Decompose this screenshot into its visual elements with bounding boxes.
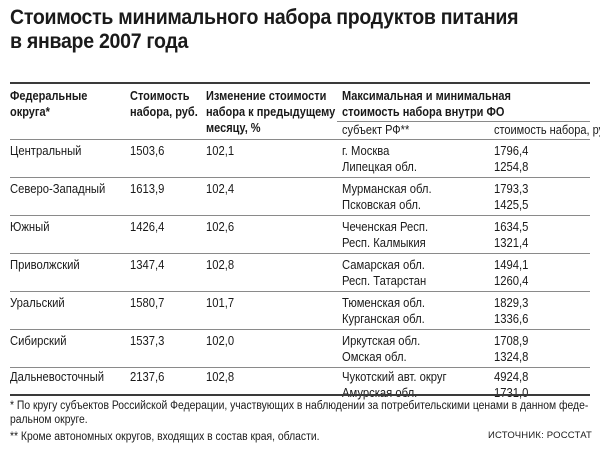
- header-subject-cost: стоимость набора, руб.: [494, 123, 600, 137]
- change-cell: 102,8: [206, 370, 235, 384]
- row-rule: [10, 253, 590, 254]
- district-cell: Центральный: [10, 144, 82, 158]
- district-cell: Дальневосточный: [10, 370, 104, 384]
- max-subject-cell: Чукотский авт. округ: [342, 370, 447, 384]
- table-row: Центральный 1503,6 102,1 г. Москва 1796,…: [10, 141, 590, 177]
- table-title: Стоимость минимального набора продуктов …: [10, 6, 549, 54]
- min-subject-cell: Амурская обл.: [342, 386, 418, 400]
- min-value-cell: 1260,4: [494, 274, 529, 288]
- header-range-line-2: стоимость набора внутри ФО: [342, 105, 505, 119]
- max-value-cell: 4924,8: [494, 370, 529, 384]
- table-row: Приволжский 1347,4 102,8 Самарская обл. …: [10, 255, 590, 291]
- table-row: Уральский 1580,7 101,7 Тюменская обл. 18…: [10, 293, 590, 329]
- row-rule: [10, 291, 590, 292]
- district-cell: Уральский: [10, 296, 65, 310]
- district-cell: Приволжский: [10, 258, 80, 272]
- min-subject-cell: Курганская обл.: [342, 312, 425, 326]
- min-value-cell: 1254,8: [494, 160, 529, 174]
- source-credit: ИСТОЧНИК: РОССТАТ: [488, 430, 592, 441]
- change-cell: 101,7: [206, 296, 235, 310]
- min-subject-cell: Респ. Калмыкия: [342, 236, 426, 250]
- max-value-cell: 1708,9: [494, 334, 529, 348]
- header-cost: Стоимость набора, руб.: [130, 88, 198, 120]
- header-subject: субъект РФ**: [342, 123, 410, 137]
- min-subject-cell: Респ. Татарстан: [342, 274, 427, 288]
- header-top-rule: [10, 82, 590, 84]
- row-rule: [10, 329, 590, 330]
- change-cell: 102,1: [206, 144, 235, 158]
- min-value-cell: 1425,5: [494, 198, 529, 212]
- change-cell: 102,6: [206, 220, 235, 234]
- table-row: Северо-Западный 1613,9 102,4 Мурманская …: [10, 179, 590, 215]
- change-cell: 102,0: [206, 334, 235, 348]
- cost-cell: 1613,9: [130, 182, 165, 196]
- min-value-cell: 1336,6: [494, 312, 529, 326]
- footnote-2: ** Кроме автономных округов, входящих в …: [10, 431, 320, 443]
- cost-cell: 1580,7: [130, 296, 165, 310]
- cost-cell: 1503,6: [130, 144, 165, 158]
- header-district-line-2: округа*: [10, 105, 50, 119]
- header-change: Изменение стоимости набора к предыдущему…: [206, 88, 335, 136]
- max-subject-cell: Мурманская обл.: [342, 182, 432, 196]
- min-value-cell: 1324,8: [494, 350, 529, 364]
- cost-cell: 1426,4: [130, 220, 165, 234]
- min-subject-cell: Омская обл.: [342, 350, 407, 364]
- max-subject-cell: Иркутская обл.: [342, 334, 421, 348]
- header-district-line-1: Федеральные: [10, 89, 88, 103]
- header-cost-line-2: набора, руб.: [130, 105, 198, 119]
- row-rule: [10, 367, 590, 368]
- max-subject-cell: Чеченская Респ.: [342, 220, 429, 234]
- district-cell: Южный: [10, 220, 50, 234]
- max-subject-cell: Самарская обл.: [342, 258, 425, 272]
- district-cell: Сибирский: [10, 334, 67, 348]
- max-value-cell: 1494,1: [494, 258, 529, 272]
- max-value-cell: 1634,5: [494, 220, 529, 234]
- header-range: Максимальная и минимальная стоимость наб…: [342, 88, 511, 120]
- min-value-cell: 1731,0: [494, 386, 529, 400]
- max-value-cell: 1793,3: [494, 182, 529, 196]
- header-change-line-3: месяцу, %: [206, 121, 261, 135]
- cost-cell: 1347,4: [130, 258, 165, 272]
- min-value-cell: 1321,4: [494, 236, 529, 250]
- row-rule: [10, 215, 590, 216]
- header-change-line-1: Изменение стоимости: [206, 89, 327, 103]
- max-value-cell: 1829,3: [494, 296, 529, 310]
- header-bottom-rule: [10, 139, 590, 140]
- max-subject-cell: Тюменская обл.: [342, 296, 426, 310]
- footnote-1-line-2: ральном округе.: [10, 414, 88, 426]
- min-subject-cell: Псковская обл.: [342, 198, 422, 212]
- title-line-2: в январе 2007 года: [10, 30, 189, 53]
- header-range-rule: [337, 121, 590, 122]
- header-change-line-2: набора к предыдущему: [206, 105, 336, 119]
- max-subject-cell: г. Москва: [342, 144, 390, 158]
- max-value-cell: 1796,4: [494, 144, 529, 158]
- change-cell: 102,4: [206, 182, 235, 196]
- change-cell: 102,8: [206, 258, 235, 272]
- header-range-line-1: Максимальная и минимальная: [342, 89, 511, 103]
- min-subject-cell: Липецкая обл.: [342, 160, 417, 174]
- district-cell: Северо-Западный: [10, 182, 106, 196]
- cost-cell: 2137,6: [130, 370, 165, 384]
- title-line-1: Стоимость минимального набора продуктов …: [10, 6, 519, 29]
- header-cost-line-1: Стоимость: [130, 89, 190, 103]
- table-row: Сибирский 1537,3 102,0 Иркутская обл. 17…: [10, 331, 590, 367]
- cost-cell: 1537,3: [130, 334, 165, 348]
- row-rule: [10, 177, 590, 178]
- footnote-1-line-1: * По кругу субъектов Российской Федераци…: [10, 400, 589, 412]
- footnote-1: * По кругу субъектов Российской Федераци…: [10, 399, 589, 427]
- table-bottom-rule: [10, 394, 590, 396]
- table-row: Южный 1426,4 102,6 Чеченская Респ. 1634,…: [10, 217, 590, 253]
- header-district: Федеральные округа*: [10, 88, 87, 120]
- table-row: Дальневосточный 2137,6 102,8 Чукотский а…: [10, 359, 590, 400]
